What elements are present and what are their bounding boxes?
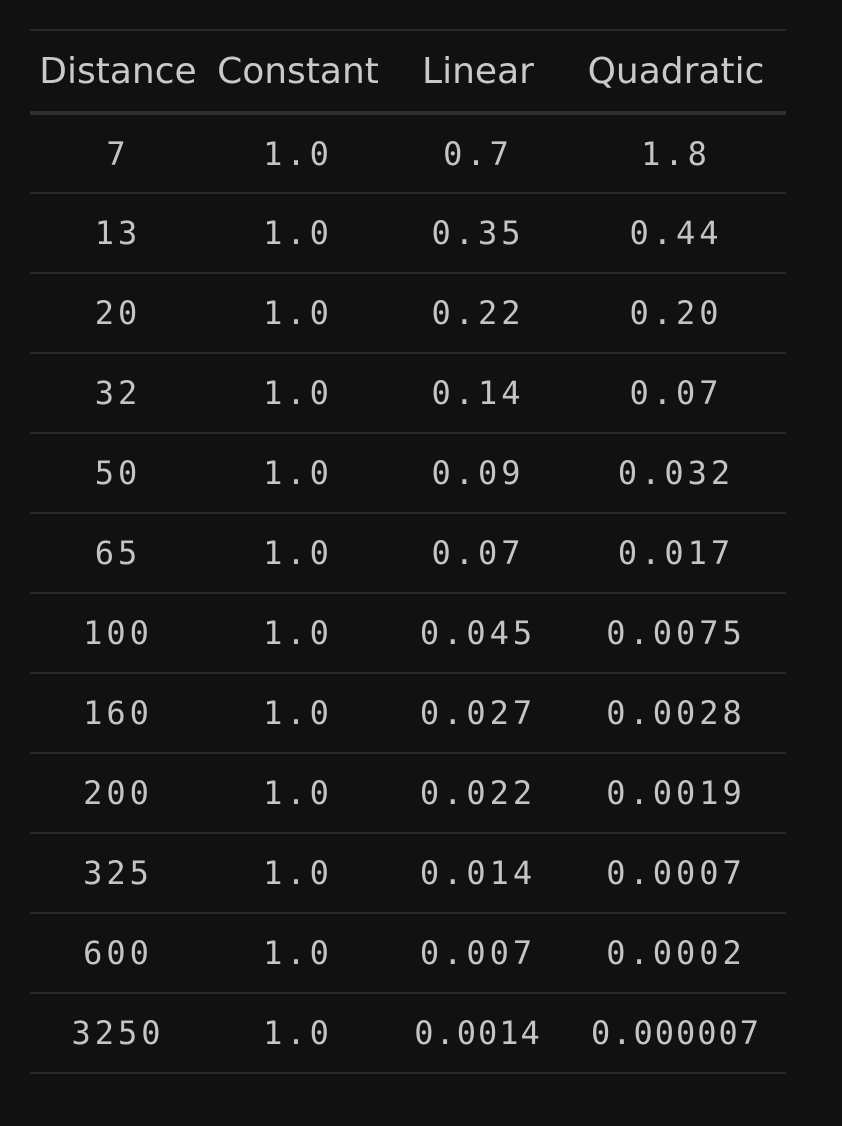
cell-distance: 65 <box>94 534 142 572</box>
table-row: 20 1.0 0.22 0.20 <box>30 273 786 353</box>
cell-linear: 0.022 <box>419 774 537 812</box>
table-row: 3250 1.0 0.0014 0.000007 <box>30 993 786 1073</box>
cell-constant: 1.0 <box>263 774 333 812</box>
cell-constant: 1.0 <box>263 534 333 572</box>
cell-constant: 1.0 <box>263 454 333 492</box>
table-body: 7 1.0 0.7 1.8 13 1.0 0.35 0.44 20 1.0 0.… <box>30 113 786 1073</box>
cell-constant: 1.0 <box>263 934 333 972</box>
cell-distance: 20 <box>94 294 142 332</box>
attenuation-table-container: Distance Constant Linear Quadratic 7 1.0… <box>30 29 786 1074</box>
table-header: Distance Constant Linear Quadratic <box>30 30 786 113</box>
table-row: 325 1.0 0.014 0.0007 <box>30 833 786 913</box>
cell-constant: 1.0 <box>263 854 333 892</box>
cell-linear: 0.35 <box>431 214 525 252</box>
cell-quadratic: 0.017 <box>617 534 735 572</box>
cell-distance: 50 <box>94 454 142 492</box>
cell-quadratic: 0.000007 <box>590 1014 762 1052</box>
table-row: 65 1.0 0.07 0.017 <box>30 513 786 593</box>
cell-linear: 0.007 <box>419 934 537 972</box>
cell-quadratic: 0.0019 <box>606 774 746 812</box>
table-row: 32 1.0 0.14 0.07 <box>30 353 786 433</box>
cell-quadratic: 0.20 <box>629 294 723 332</box>
cell-linear: 0.014 <box>419 854 537 892</box>
cell-constant: 1.0 <box>263 1014 333 1052</box>
cell-constant: 1.0 <box>263 614 333 652</box>
cell-linear: 0.09 <box>431 454 525 492</box>
cell-quadratic: 0.0002 <box>606 934 746 972</box>
header-constant: Constant <box>217 50 379 92</box>
cell-constant: 1.0 <box>263 694 333 732</box>
cell-linear: 0.07 <box>431 534 525 572</box>
table-row: 160 1.0 0.027 0.0028 <box>30 673 786 753</box>
cell-quadratic: 0.0028 <box>606 694 746 732</box>
table-row: 100 1.0 0.045 0.0075 <box>30 593 786 673</box>
cell-linear: 0.14 <box>431 374 525 412</box>
cell-distance: 32 <box>94 374 142 412</box>
attenuation-table: Distance Constant Linear Quadratic 7 1.0… <box>30 29 786 1074</box>
header-distance: Distance <box>39 50 197 92</box>
cell-distance: 160 <box>83 694 153 732</box>
cell-distance: 200 <box>83 774 153 812</box>
cell-distance: 100 <box>83 614 153 652</box>
cell-constant: 1.0 <box>263 294 333 332</box>
header-linear: Linear <box>422 50 534 92</box>
table-row: 50 1.0 0.09 0.032 <box>30 433 786 513</box>
cell-distance: 600 <box>83 934 153 972</box>
table-row: 13 1.0 0.35 0.44 <box>30 193 786 273</box>
header-quadratic: Quadratic <box>587 50 765 92</box>
cell-quadratic: 1.8 <box>641 134 711 173</box>
cell-constant: 1.0 <box>263 214 333 252</box>
cell-linear: 0.22 <box>431 294 525 332</box>
cell-constant: 1.0 <box>263 374 333 412</box>
cell-constant: 1.0 <box>263 134 333 173</box>
cell-distance: 7 <box>106 134 130 173</box>
cell-linear: 0.045 <box>419 614 537 652</box>
cell-quadratic: 0.032 <box>617 454 735 492</box>
cell-linear: 0.0014 <box>414 1014 542 1052</box>
cell-quadratic: 0.0007 <box>606 854 746 892</box>
cell-distance: 13 <box>94 214 142 252</box>
table-row: 600 1.0 0.007 0.0002 <box>30 913 786 993</box>
table-row: 200 1.0 0.022 0.0019 <box>30 753 786 833</box>
cell-quadratic: 0.44 <box>629 214 723 252</box>
cell-linear: 0.7 <box>443 134 513 173</box>
cell-quadratic: 0.0075 <box>606 614 746 652</box>
header-row: Distance Constant Linear Quadratic <box>30 30 786 113</box>
cell-linear: 0.027 <box>419 694 537 732</box>
cell-distance: 3250 <box>71 1014 165 1052</box>
cell-distance: 325 <box>83 854 153 892</box>
cell-quadratic: 0.07 <box>629 374 723 412</box>
table-row: 7 1.0 0.7 1.8 <box>30 113 786 193</box>
